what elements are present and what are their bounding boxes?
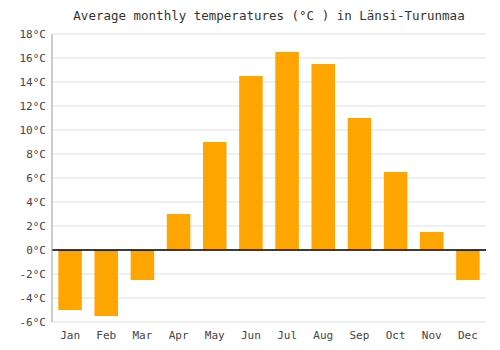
y-tick-label: -4°C [20,292,47,305]
bar [456,250,480,280]
bar [131,250,155,280]
y-tick-label: 4°C [26,196,46,209]
x-tick-label: Mar [132,329,152,342]
bar [167,214,191,250]
y-axis-line [52,34,53,322]
bar [58,250,82,310]
bar [94,250,118,316]
y-tick-label: 0°C [26,244,46,257]
grid-line [52,130,486,131]
grid-line [52,58,486,59]
grid-line [52,202,486,203]
grid-line [52,226,486,227]
chart: Average monthly temperatures (°C ) in Lä… [0,0,500,350]
bar [311,64,335,250]
grid [52,34,486,322]
y-tick-label: 18°C [20,28,47,41]
x-tick-label: Jul [277,329,297,342]
y-tick-label: 16°C [20,52,47,65]
bars [58,52,479,316]
x-tick-label: May [205,329,225,342]
x-tick-label: Apr [169,329,189,342]
x-tick-label: Jan [60,329,80,342]
grid-line [52,250,486,251]
y-tick-label: -6°C [20,316,47,329]
grid-line [52,178,486,179]
x-tick-label: Feb [96,329,116,342]
grid-line [52,82,486,83]
bar [203,142,227,250]
x-tick-label: Oct [386,329,406,342]
zero-line [52,249,486,251]
grid-line [52,322,486,323]
y-tick-label: 6°C [26,172,46,185]
y-tick-label: 12°C [20,100,47,113]
bar [384,172,408,250]
grid-line [52,154,486,155]
x-tick-label: Dec [458,329,478,342]
x-tick-label: Aug [313,329,333,342]
x-tick-label: Sep [349,329,369,342]
grid-line [52,106,486,107]
title: Average monthly temperatures (°C ) in Lä… [73,8,464,23]
y-tick-label: 10°C [20,124,47,137]
bar [348,118,372,250]
y-tick-label: -2°C [20,268,47,281]
bar [275,52,299,250]
y-tick-label: 14°C [20,76,47,89]
bar [420,232,444,250]
y-tick-label: 2°C [26,220,46,233]
x-tick-label: Jun [241,329,261,342]
grid-line [52,34,486,35]
y-tick-label: 8°C [26,148,46,161]
bar [239,76,263,250]
x-tick-label: Nov [422,329,442,342]
